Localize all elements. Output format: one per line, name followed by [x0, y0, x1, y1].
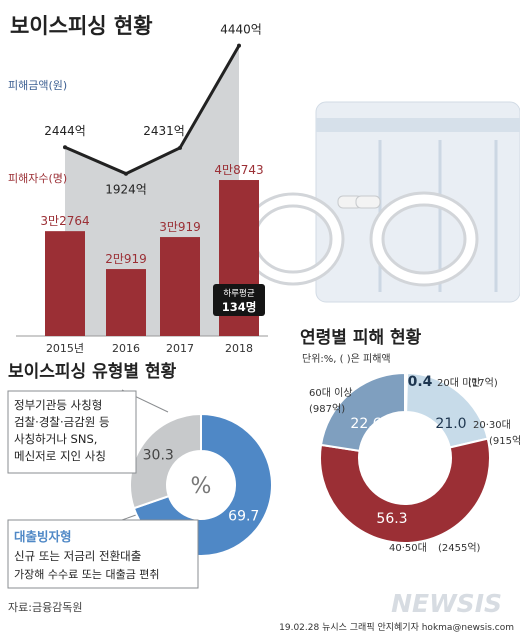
newsis-watermark: NEWSIS: [391, 589, 502, 618]
loan-fraud-box: 대출빙자형 신규 또는 저금리 전환대출 가장해 수수료 또는 대출금 편취: [7, 519, 199, 589]
trend-chart: 3만2764 2015년 2만919 2016 3만919 2017 4만8743 2018 2…: [8, 23, 268, 355]
victim-value-label: 4만8743: [214, 163, 263, 177]
amount-point: [237, 43, 241, 48]
svg-text:정부기관등 사칭형: 정부기관등 사칭형: [14, 398, 102, 412]
amount-point: [178, 145, 182, 150]
type-slice-value: 30.3: [143, 448, 174, 464]
year-tick-label: 2015년: [46, 342, 84, 355]
credit-text: 19.02.28 뉴시스 그래픽 안지혜기자 hokma@newsis.com: [279, 621, 514, 633]
age-amount-label: (17억): [468, 377, 498, 389]
donut-slice: [319, 371, 406, 453]
age-slice-value: 0.4: [408, 374, 433, 390]
age-category-label: 20대 미만: [437, 377, 481, 389]
page-title: 보이스피싱 현황: [10, 14, 153, 38]
age-amount-label: (2455억): [438, 542, 481, 554]
victim-value-label: 3만919: [159, 220, 201, 234]
amount-value-label: 4440억: [220, 23, 262, 37]
victim-value-label: 2만919: [105, 252, 147, 266]
svg-text:검찰·경찰·금감원 등: 검찰·경찰·금감원 등: [14, 415, 110, 429]
svg-text:가장해 수수료 또는 대출금 편취: 가장해 수수료 또는 대출금 편취: [14, 567, 160, 581]
age-slice-value: 56.3: [376, 511, 407, 527]
svg-text:사칭하거나 SNS,: 사칭하거나 SNS,: [14, 432, 97, 446]
donut-slice: [319, 437, 491, 544]
victim-bar: [160, 237, 200, 336]
amount-line: [64, 44, 241, 176]
age-donut-chart: [319, 371, 491, 544]
age-category-label: 20·30대: [473, 419, 511, 431]
age-category-label: 60대 이상: [309, 387, 353, 399]
age-category-label: 40·50대: [389, 542, 427, 554]
amount-series-label: 피해금액(원): [8, 78, 67, 92]
victim-bar: [106, 269, 146, 336]
amount-value-label: 1924억: [105, 183, 147, 197]
type-center-label: %: [191, 474, 212, 499]
svg-text:메신저로 지인 사칭: 메신저로 지인 사칭: [14, 449, 106, 463]
svg-text:하루평균: 하루평균: [223, 288, 254, 299]
victims-series-label: 피해자수(명): [8, 171, 67, 185]
age-amount-label: (915억): [489, 435, 520, 447]
type-slice-value: 69.7: [228, 508, 259, 524]
amount-point: [124, 171, 128, 176]
age-section-subtitle: 단위:%, ( )은 피해액: [302, 352, 391, 365]
gov-impersonation-box: 정부기관등 사칭형 검찰·경찰·금감원 등 사칭하거나 SNS, 메신저로 지인…: [7, 390, 137, 474]
age-slice-value: 22.6: [350, 416, 381, 432]
age-slice-value: 21.0: [435, 416, 466, 432]
victim-bar: [45, 231, 85, 336]
age-amount-label: (987억): [309, 403, 345, 415]
svg-text:대출빙자형: 대출빙자형: [14, 529, 72, 544]
year-tick-label: 2017: [166, 342, 194, 355]
year-tick-label: 2018: [225, 342, 253, 355]
victim-value-label: 3만2764: [40, 214, 89, 228]
amount-value-label: 2444억: [44, 124, 86, 138]
amount-point: [63, 145, 67, 150]
type-section-title: 보이스피싱 유형별 현황: [8, 361, 177, 382]
svg-text:신규 또는 저금리 전환대출: 신규 또는 저금리 전환대출: [14, 549, 141, 563]
age-section-title: 연령별 피해 현황: [300, 327, 422, 348]
source-text: 자료:금융감독원: [8, 601, 83, 614]
amount-value-label: 2431억: [143, 124, 185, 138]
daily-average-callout: 하루평균 134명: [213, 284, 265, 316]
year-tick-label: 2016: [112, 342, 140, 355]
svg-text:134명: 134명: [222, 300, 257, 314]
